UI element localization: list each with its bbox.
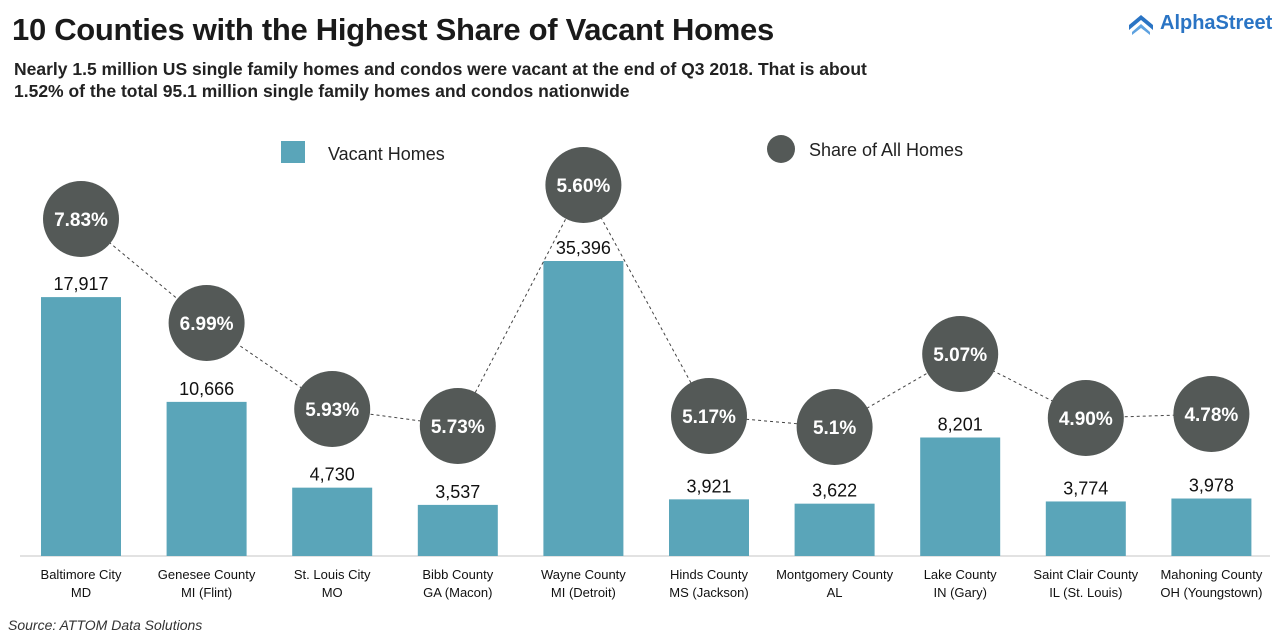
bar-value-label: 3,537: [435, 482, 480, 502]
share-bubble: [43, 181, 119, 257]
share-bubble: [1173, 376, 1250, 452]
share-bubble: [545, 147, 622, 223]
x-tick-label: Montgomery County: [776, 567, 894, 582]
share-value-label: 5.73%: [431, 417, 485, 438]
alphastreet-logo: AlphaStreet: [1128, 12, 1272, 35]
x-tick-sublabel: MI (Detroit): [551, 585, 616, 600]
bar-value-label: 8,201: [938, 414, 983, 434]
x-tick-label: Genesee County: [158, 567, 256, 582]
x-tick-label: Lake County: [924, 567, 997, 582]
x-tick-sublabel: OH (Youngstown): [1160, 585, 1262, 600]
share-value-label: 5.1%: [813, 418, 856, 439]
x-tick-label: Wayne County: [541, 567, 626, 582]
bar-vacant-homes: [1171, 498, 1252, 556]
bar-value-label: 4,730: [310, 465, 355, 485]
x-tick-label: Baltimore City: [41, 567, 122, 582]
share-value-label: 5.07%: [933, 345, 987, 366]
x-tick-sublabel: MO: [322, 585, 343, 600]
share-bubble: [922, 316, 999, 392]
x-tick-sublabel: MI (Flint): [181, 585, 232, 600]
bar-vacant-homes: [794, 503, 875, 556]
x-tick-label: St. Louis City: [294, 567, 371, 582]
bar-vacant-homes: [543, 261, 624, 556]
legend-label-share: Share of All Homes: [809, 140, 963, 160]
bar-value-label: 3,978: [1189, 476, 1234, 496]
logo-text: AlphaStreet: [1160, 12, 1273, 34]
bar-value-label: 3,622: [812, 481, 857, 501]
share-value-label: 4.78%: [1184, 405, 1238, 426]
bar-value-label: 10,666: [179, 379, 234, 399]
share-value-label: 5.60%: [556, 176, 610, 197]
share-value-label: 5.93%: [305, 400, 359, 421]
share-bubble: [419, 388, 496, 464]
bar-value-label: 17,917: [53, 274, 108, 294]
bar-vacant-homes: [166, 401, 247, 556]
x-tick-label: Hinds County: [670, 567, 749, 582]
source-note: Source: ATTOM Data Solutions: [8, 617, 203, 633]
legend-swatch-share: [767, 135, 795, 163]
x-tick-sublabel: MS (Jackson): [669, 585, 748, 600]
share-value-label: 5.17%: [682, 407, 736, 428]
bar-value-label: 35,396: [556, 238, 611, 258]
chart-subtitle: Nearly 1.5 million US single family home…: [14, 59, 867, 101]
legend: Vacant Homes Share of All Homes: [281, 135, 963, 164]
x-tick-label: Bibb County: [422, 567, 493, 582]
chart-title: 10 Counties with the Highest Share of Va…: [12, 12, 774, 47]
share-value-label: 7.83%: [54, 210, 108, 231]
bar-value-label: 3,774: [1063, 478, 1108, 498]
bar-vacant-homes: [417, 504, 498, 556]
x-tick-label: Saint Clair County: [1033, 567, 1138, 582]
legend-swatch-vacant-homes: [281, 141, 305, 163]
share-bubble: [294, 371, 371, 447]
bar-vacant-homes: [292, 487, 373, 556]
share-value-label: 6.99%: [180, 314, 234, 335]
bar-vacant-homes: [41, 297, 121, 556]
x-tick-sublabel: IL (St. Louis): [1049, 585, 1122, 600]
bar-vacant-homes: [920, 437, 1001, 556]
x-tick-sublabel: GA (Macon): [423, 585, 492, 600]
share-bubble: [671, 378, 747, 454]
logo-chevron-icon: [1129, 14, 1153, 35]
x-tick-sublabel: AL: [827, 585, 843, 600]
x-tick-sublabel: IN (Gary): [933, 585, 986, 600]
bar-vacant-homes: [1045, 501, 1126, 556]
share-connector-line: [80, 183, 1212, 428]
legend-label-vacant-homes: Vacant Homes: [328, 144, 445, 164]
share-value-label: 4.90%: [1059, 409, 1113, 430]
share-bubble: [1047, 380, 1124, 456]
share-bubble: [168, 285, 245, 361]
x-tick-label: Mahoning County: [1160, 567, 1262, 582]
x-tick-sublabel: MD: [71, 585, 91, 600]
bar-vacant-homes: [669, 499, 749, 556]
bar-value-label: 3,921: [686, 476, 731, 496]
share-bubble: [796, 389, 873, 465]
